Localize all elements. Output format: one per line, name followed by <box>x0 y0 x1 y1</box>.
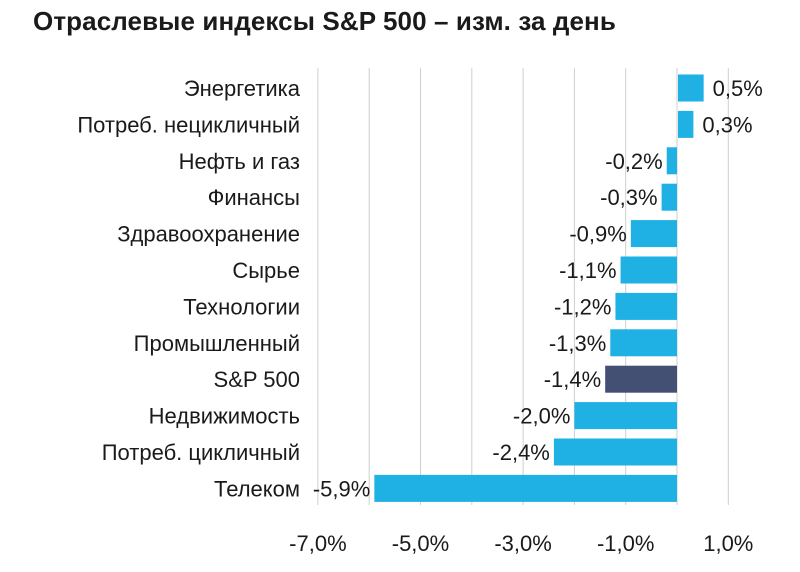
category-label: Технологии <box>183 294 300 319</box>
category-labels: Энергетика Потреб. нецикличный Нефть и газ… <box>77 76 300 501</box>
category-label: Потреб. цикличный <box>102 440 300 465</box>
x-tick-label: -3,0% <box>494 531 551 556</box>
bar-телеком <box>374 474 677 502</box>
x-tick-label: -5,0% <box>392 531 449 556</box>
category-label: Потреб. нецикличный <box>77 112 300 137</box>
category-label: Нефть и газ <box>179 149 300 174</box>
bar-энергетика <box>678 74 704 102</box>
value-label: -0,3% <box>600 185 657 210</box>
value-label: -1,2% <box>554 294 611 319</box>
bar-технологии <box>615 292 677 320</box>
value-label: 0,3% <box>702 112 752 137</box>
category-label: Промышленный <box>134 331 300 356</box>
x-axis-ticks: -7,0% -5,0% -3,0% -1,0% 1,0% <box>289 531 753 556</box>
category-label: Недвижимость <box>149 404 300 429</box>
bars <box>374 74 704 502</box>
value-label: -1,1% <box>559 258 616 283</box>
bar-здравоохранение <box>630 220 677 248</box>
value-label: -2,0% <box>513 404 570 429</box>
category-label: Финансы <box>208 185 300 210</box>
bar-сырье <box>620 256 677 284</box>
category-label: S&P 500 <box>214 367 300 392</box>
value-label: -1,3% <box>549 331 606 356</box>
category-label: Телеком <box>214 476 300 501</box>
value-label: -0,9% <box>569 222 626 247</box>
value-label: -1,4% <box>544 367 601 392</box>
category-label: Энергетика <box>184 76 301 101</box>
category-label: Сырье <box>232 258 300 283</box>
bar-потреб-цикличный <box>553 438 677 466</box>
value-label: 0,5% <box>713 76 763 101</box>
category-label: Здравоохранение <box>117 222 300 247</box>
bar-нефть-и-газ <box>666 147 677 175</box>
value-label: -2,4% <box>492 440 549 465</box>
bar-финансы <box>661 183 677 211</box>
x-tick-label: 1,0% <box>703 531 753 556</box>
bar-потреб-нецикличный <box>678 110 694 138</box>
value-label: -0,2% <box>605 149 662 174</box>
bar-промышленный <box>610 329 677 357</box>
value-label: -5,9% <box>313 476 370 501</box>
bar-s-p-500 <box>605 365 677 393</box>
value-labels: 0,5% 0,3% -0,2% -0,3% -0,9% -1,1% -1,2% -1,3% -1… <box>313 76 763 501</box>
gridlines <box>317 68 729 505</box>
bar-недвижимость <box>574 402 677 430</box>
chart-title: Отраслевые индексы S&P 500 – изм. за ден… <box>33 6 616 36</box>
x-tick-label: -1,0% <box>597 531 654 556</box>
x-tick-label: -7,0% <box>289 531 346 556</box>
